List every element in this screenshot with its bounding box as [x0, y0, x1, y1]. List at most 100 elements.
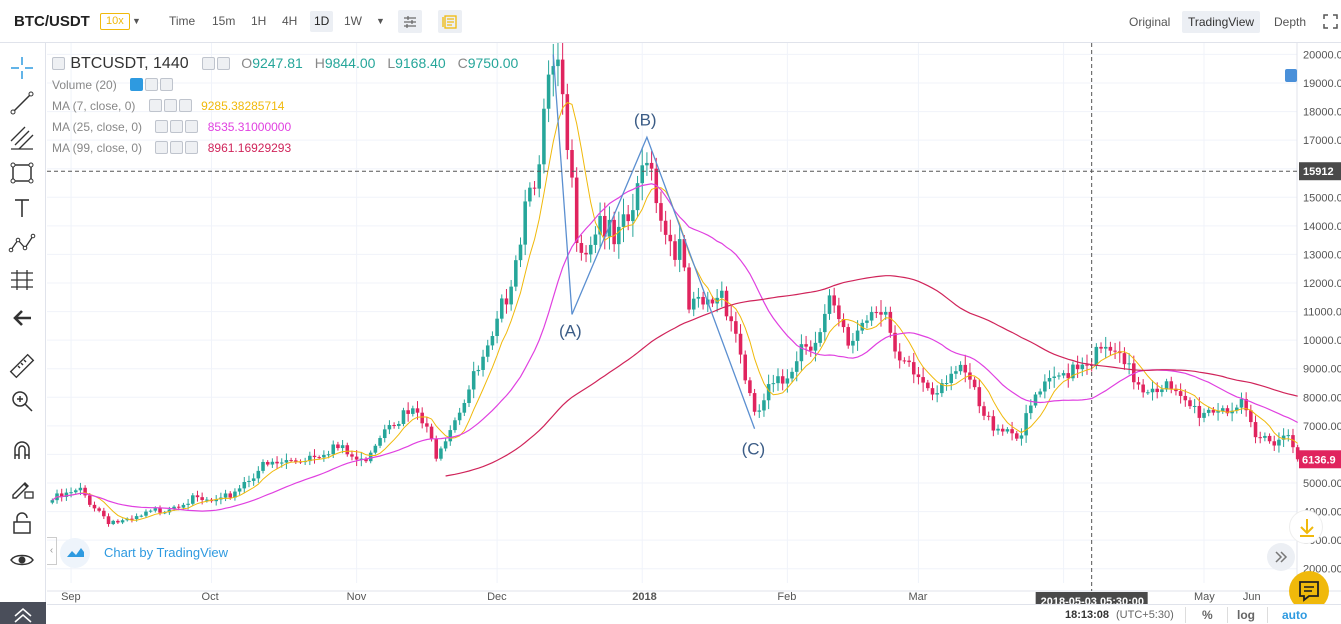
candle-body — [841, 319, 846, 328]
close-icon[interactable] — [178, 99, 192, 112]
timeframe-time[interactable]: Time — [169, 14, 196, 28]
timeframe-4h[interactable]: 4H — [282, 14, 298, 28]
eye-icon[interactable] — [130, 78, 144, 91]
candle-body — [317, 457, 321, 459]
timeframe-1w[interactable]: 1W — [344, 14, 362, 28]
candle-body — [359, 458, 364, 460]
candle-body — [986, 415, 991, 417]
log-scale-toggle[interactable]: log — [1237, 608, 1255, 622]
abcd-pattern-icon[interactable] — [7, 228, 37, 258]
collapse-legend-icon[interactable] — [52, 57, 65, 70]
candle-body — [312, 455, 317, 458]
candle-body — [537, 164, 542, 189]
view-depth[interactable]: Depth — [1274, 15, 1307, 29]
close-icon[interactable] — [185, 120, 199, 133]
candle-body — [111, 520, 115, 525]
eye-icon[interactable] — [155, 141, 169, 154]
hide-series-icon[interactable] — [201, 57, 215, 70]
candle-body — [153, 508, 158, 511]
candle-body — [265, 461, 270, 465]
rectangle-icon[interactable] — [7, 158, 37, 188]
view-tradingview[interactable]: TradingView — [1182, 11, 1261, 33]
indicator-settings-icon[interactable] — [170, 141, 184, 154]
pitchfork-icon[interactable] — [7, 123, 37, 153]
chevron-down-icon[interactable]: ▼ — [132, 16, 141, 26]
eye-icon[interactable] — [155, 120, 169, 133]
candle-body — [205, 499, 209, 501]
series-settings-icon[interactable] — [216, 57, 230, 70]
indicator-ma25-name: MA (25, close, 0) — [52, 120, 143, 134]
candle-body — [944, 383, 949, 385]
indicators-icon[interactable] — [438, 10, 462, 33]
scale-marker-icon — [1285, 69, 1297, 82]
last-price-box — [1299, 450, 1341, 469]
close-icon[interactable] — [160, 78, 174, 91]
low-label: L — [387, 55, 396, 71]
candle-body — [242, 481, 247, 489]
candle-body — [509, 286, 513, 305]
unlock-icon[interactable] — [7, 508, 37, 538]
timeframe-1d[interactable]: 1D — [310, 11, 334, 32]
close-icon[interactable] — [185, 141, 199, 154]
collapse-toolbar-button[interactable] — [0, 602, 46, 624]
magnet-icon[interactable] — [7, 436, 37, 466]
timeframe-15m[interactable]: 15m — [212, 14, 236, 28]
candle-body — [724, 290, 729, 317]
candle-body — [1272, 441, 1277, 446]
candle-body — [279, 462, 284, 464]
collapse-left-arrow-icon[interactable]: ‹ — [47, 537, 57, 565]
ma99-line — [445, 275, 1298, 477]
crosshair-icon[interactable] — [7, 53, 37, 83]
scroll-to-realtime-icon[interactable] — [1267, 543, 1295, 571]
chart-pane[interactable]: 20000.0019000.0018000.0017000.0016000.00… — [47, 43, 1341, 624]
candle-body — [144, 511, 148, 516]
x-tick-label: Mar — [908, 591, 927, 603]
candle-body — [1253, 422, 1258, 438]
candle-body — [1146, 392, 1150, 394]
candle-body — [1052, 376, 1056, 378]
candle-body — [106, 516, 111, 525]
auto-scale-toggle[interactable]: auto — [1282, 608, 1308, 622]
view-original[interactable]: Original — [1129, 15, 1171, 29]
candle-body — [1122, 353, 1127, 365]
fullscreen-icon[interactable] — [1323, 14, 1338, 32]
candle-body — [1169, 381, 1174, 389]
eye-icon[interactable] — [7, 545, 37, 575]
back-arrow-icon[interactable] — [7, 303, 37, 333]
candle-body — [387, 425, 392, 430]
prediction-icon[interactable] — [7, 265, 37, 295]
indicator-settings-icon[interactable] — [170, 120, 184, 133]
y-tick-label: 11000.00 — [1303, 307, 1341, 319]
leverage-badge[interactable]: 10x — [100, 13, 130, 30]
ruler-icon[interactable] — [7, 351, 37, 381]
candle-body — [467, 389, 471, 404]
download-icon[interactable] — [1289, 510, 1323, 544]
text-tool-icon[interactable] — [7, 193, 37, 223]
indicator-settings-icon[interactable] — [163, 99, 177, 112]
percent-scale-toggle[interactable]: % — [1202, 608, 1213, 622]
candle-body — [570, 150, 574, 178]
candle-body — [1085, 364, 1089, 366]
y-tick-label: 10000.00 — [1303, 335, 1341, 347]
candle-body — [331, 444, 336, 455]
indicator-settings-icon[interactable] — [145, 78, 159, 91]
candle-body — [523, 201, 527, 245]
price-chart[interactable]: 20000.0019000.0018000.0017000.0016000.00… — [47, 43, 1341, 624]
trend-line-icon[interactable] — [7, 88, 37, 118]
more-timeframes-icon[interactable]: ▼ — [376, 16, 385, 26]
timeframe-1h[interactable]: 1H — [251, 14, 267, 28]
eye-icon[interactable] — [148, 99, 162, 112]
settings-sliders-icon[interactable] — [398, 10, 422, 33]
candle-body — [729, 316, 733, 322]
zoom-in-icon[interactable] — [7, 386, 37, 416]
candle-body — [930, 388, 935, 395]
candle-body — [1010, 429, 1014, 434]
candle-body — [855, 330, 860, 341]
candle-body — [1235, 407, 1239, 411]
lock-drawing-icon[interactable] — [7, 473, 37, 503]
indicator-volume-name: Volume (20) — [52, 78, 117, 92]
candle-body — [837, 305, 841, 320]
close-value: 9750.00 — [467, 55, 519, 71]
candle-body — [1164, 381, 1169, 390]
status-timezone[interactable]: (UTC+5:30) — [1116, 609, 1174, 621]
